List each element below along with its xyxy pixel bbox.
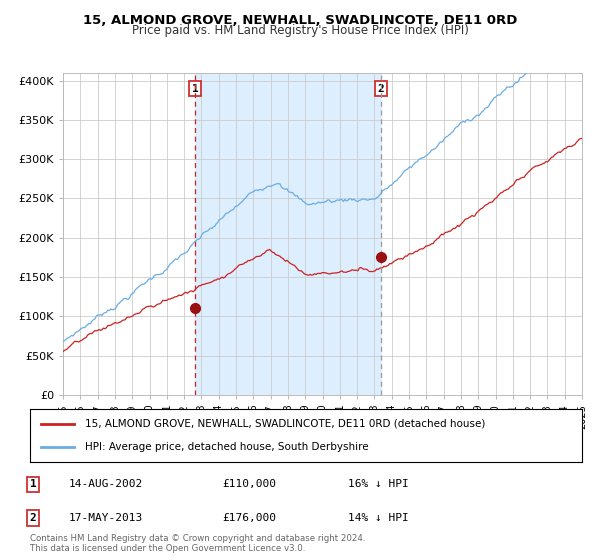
Text: HPI: Average price, detached house, South Derbyshire: HPI: Average price, detached house, Sout… <box>85 442 369 452</box>
Bar <box>195 73 381 395</box>
Text: Price paid vs. HM Land Registry's House Price Index (HPI): Price paid vs. HM Land Registry's House … <box>131 24 469 37</box>
Text: 15, ALMOND GROVE, NEWHALL, SWADLINCOTE, DE11 0RD: 15, ALMOND GROVE, NEWHALL, SWADLINCOTE, … <box>83 14 517 27</box>
Text: 17-MAY-2013: 17-MAY-2013 <box>69 513 143 523</box>
Text: 14% ↓ HPI: 14% ↓ HPI <box>348 513 409 523</box>
Text: 16% ↓ HPI: 16% ↓ HPI <box>348 479 409 489</box>
Text: 1: 1 <box>29 479 37 489</box>
Text: £110,000: £110,000 <box>222 479 276 489</box>
Text: 15, ALMOND GROVE, NEWHALL, SWADLINCOTE, DE11 0RD (detached house): 15, ALMOND GROVE, NEWHALL, SWADLINCOTE, … <box>85 419 485 429</box>
Text: 1: 1 <box>191 83 198 94</box>
Text: 2: 2 <box>377 83 384 94</box>
Text: Contains HM Land Registry data © Crown copyright and database right 2024.
This d: Contains HM Land Registry data © Crown c… <box>30 534 365 553</box>
Text: £176,000: £176,000 <box>222 513 276 523</box>
Text: 2: 2 <box>29 513 37 523</box>
Text: 14-AUG-2002: 14-AUG-2002 <box>69 479 143 489</box>
